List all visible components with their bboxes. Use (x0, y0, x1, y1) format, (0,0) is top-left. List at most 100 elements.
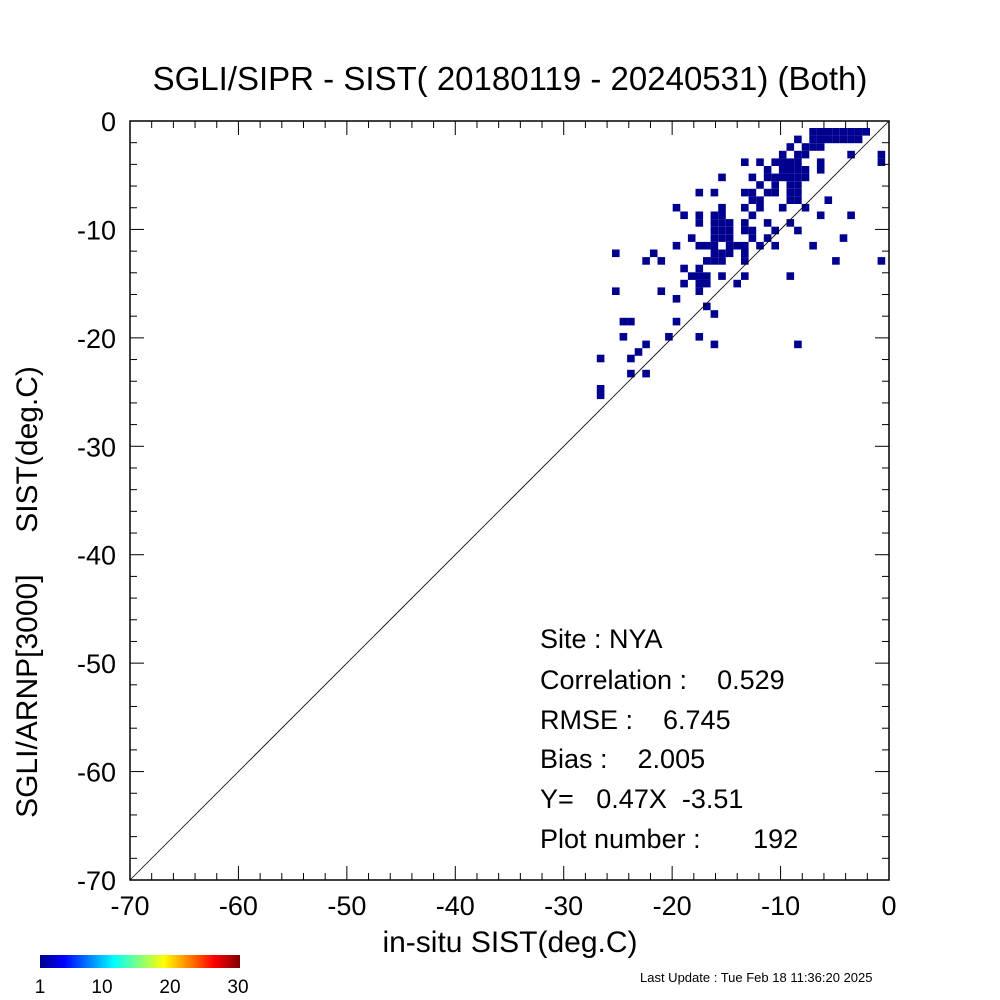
data-point (816, 211, 825, 220)
data-point (862, 128, 870, 136)
data-point (748, 211, 757, 220)
colorbar-label: 1 (35, 977, 46, 998)
data-point (816, 158, 825, 166)
data-point (695, 241, 704, 250)
data-point (703, 279, 711, 288)
data-point (794, 196, 802, 204)
data-point (695, 219, 704, 227)
data-point (612, 287, 620, 295)
data-point (710, 249, 719, 258)
data-point (725, 226, 734, 235)
data-point (771, 241, 779, 250)
data-point (771, 226, 779, 235)
data-point (801, 173, 810, 182)
data-point (748, 196, 757, 204)
data-point (786, 188, 795, 197)
data-point (778, 158, 787, 166)
data-point (839, 135, 848, 144)
y-tick-labels: -70 -60 -50 -40 -30 -20 -10 0 (77, 107, 116, 896)
data-point (741, 203, 749, 212)
colorbar-label: 30 (227, 977, 248, 998)
data-point (733, 241, 741, 250)
data-point (619, 317, 628, 326)
data-point (877, 150, 886, 159)
x-tick-label: -50 (327, 891, 366, 921)
data-point (642, 257, 650, 265)
data-point (695, 287, 704, 295)
data-point (627, 317, 635, 326)
data-point (596, 385, 605, 393)
data-point (725, 219, 734, 227)
last-update-text: Last Update : Tue Feb 18 11:36:20 2025 (640, 970, 873, 985)
data-point (642, 340, 650, 349)
data-point (794, 188, 802, 197)
data-point (847, 128, 855, 136)
data-point (847, 211, 855, 220)
data-point (596, 354, 605, 363)
data-point (854, 128, 863, 136)
data-point (733, 279, 741, 288)
data-point (649, 249, 658, 258)
y-tick-label: -50 (77, 649, 116, 679)
data-point (794, 166, 802, 174)
data-point (695, 188, 704, 197)
data-point (718, 272, 726, 280)
data-point (756, 196, 764, 204)
stat-bias: Bias : 2.005 (540, 744, 705, 774)
data-point (703, 241, 711, 250)
data-point (816, 128, 825, 136)
data-point (695, 211, 704, 220)
stat-plot-number: Plot number : 192 (540, 824, 798, 854)
data-point (741, 272, 749, 280)
x-tick-label: -20 (653, 891, 692, 921)
data-point (794, 226, 802, 235)
data-point (786, 219, 795, 227)
y-axis-label: SGLI/ARNP[3000] SIST(deg.C) (11, 366, 44, 818)
data-point (718, 234, 726, 242)
data-point (718, 219, 726, 227)
data-point (801, 166, 810, 174)
stat-fit-equation: Y= 0.47X -3.51 (540, 784, 743, 814)
data-point (794, 158, 802, 166)
data-point (786, 158, 795, 166)
x-tick-label: -70 (110, 891, 149, 921)
data-point (627, 369, 635, 378)
data-point (801, 143, 810, 151)
chart-title: SGLI/SIPR - SIST( 20180119 - 20240531) (… (153, 60, 868, 97)
data-point (741, 158, 749, 166)
data-point (710, 188, 719, 197)
data-point (824, 128, 833, 136)
data-point (680, 264, 688, 273)
x-tick-label: -60 (219, 891, 258, 921)
data-point (832, 135, 840, 144)
data-point (695, 279, 704, 288)
data-point (612, 249, 620, 258)
colorbar (40, 955, 240, 968)
y-tick-label: -70 (77, 866, 116, 896)
data-point (741, 226, 749, 235)
data-point (832, 257, 840, 265)
stat-site: Site : NYA (540, 624, 663, 654)
data-point (778, 173, 787, 182)
x-tick-label: -10 (761, 891, 800, 921)
data-point (725, 234, 734, 242)
data-point (710, 226, 719, 235)
data-point (786, 181, 795, 189)
data-point (718, 257, 726, 265)
data-point (794, 150, 802, 159)
data-point (778, 203, 787, 212)
data-point (741, 241, 749, 250)
y-tick-label: -60 (77, 758, 116, 788)
data-point (771, 181, 779, 189)
data-point (794, 135, 802, 144)
data-point (786, 143, 795, 151)
x-axis-label: in-situ SIST(deg.C) (382, 926, 637, 959)
y-tick-label: -20 (77, 324, 116, 354)
data-point (710, 257, 719, 265)
data-point (786, 272, 795, 280)
data-point (816, 135, 825, 144)
plot-frame (129, 120, 890, 881)
data-point (756, 241, 764, 250)
data-point (710, 340, 719, 349)
